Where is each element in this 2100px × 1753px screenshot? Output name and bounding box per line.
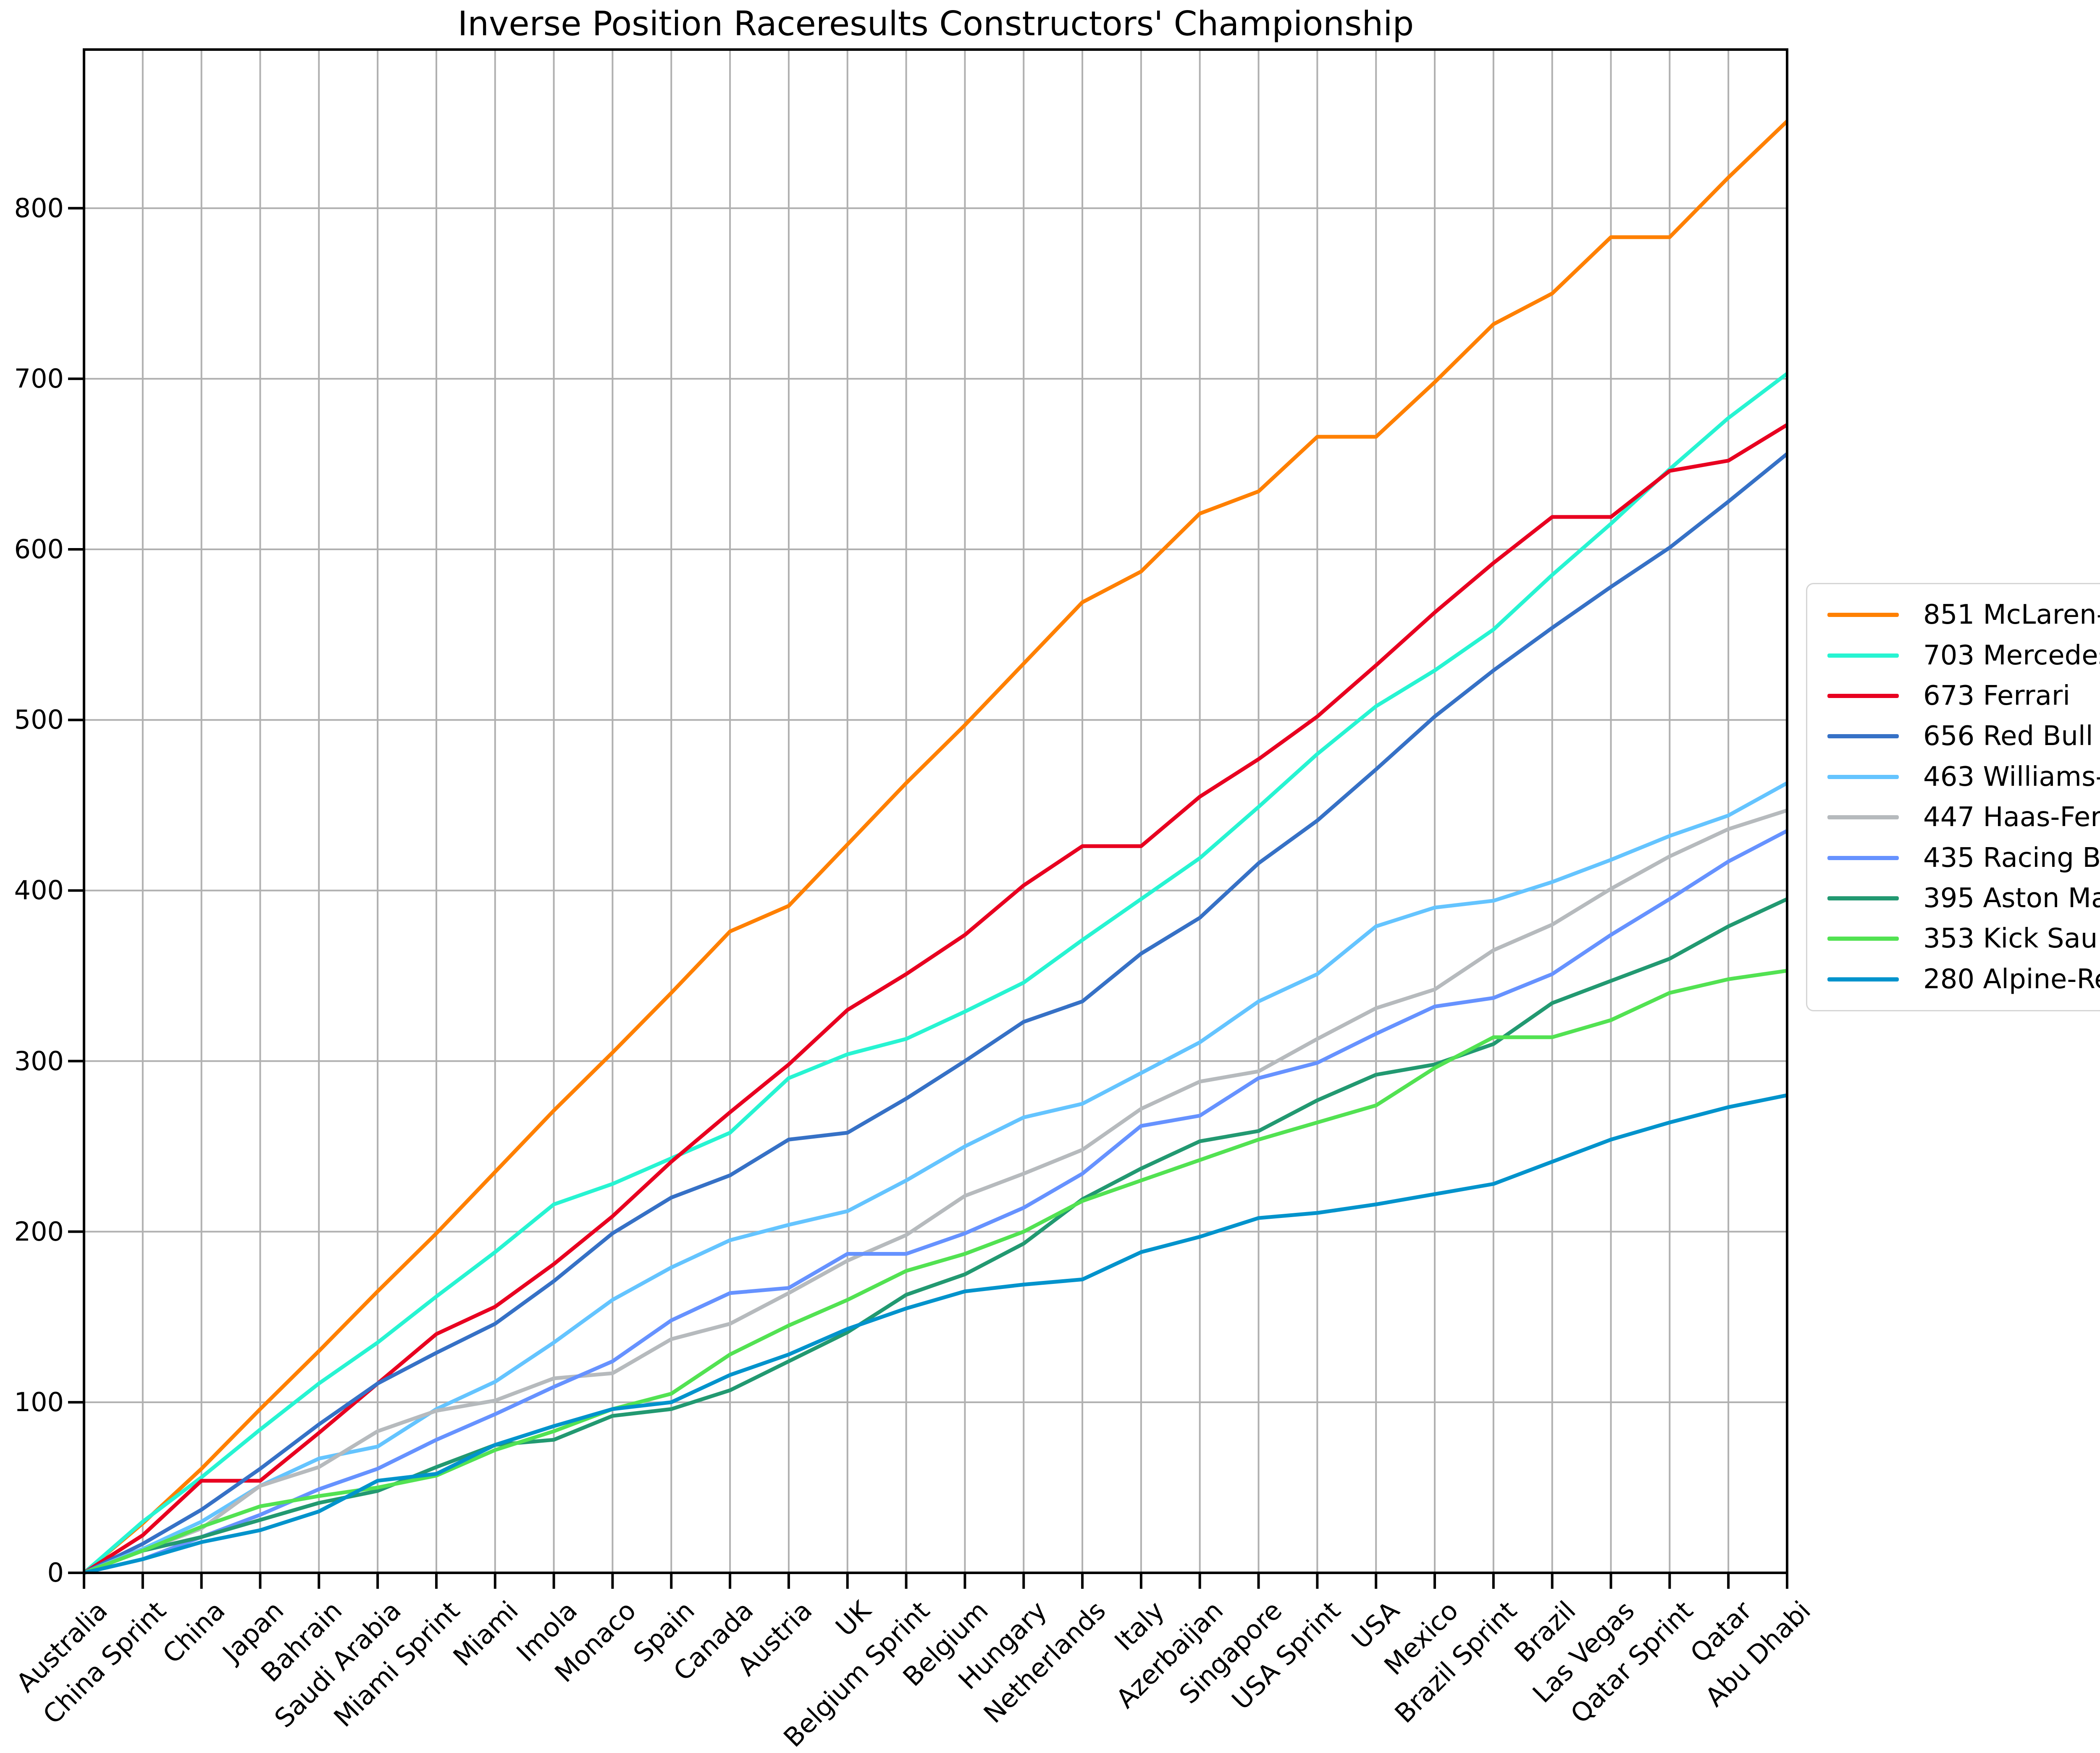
legend-item: 673 Ferrari — [1827, 680, 2100, 711]
chart-title: Inverse Position Raceresults Constructor… — [457, 4, 1414, 43]
series-line-mercedes — [83, 372, 1788, 1575]
y-tick-label: 300 — [14, 1045, 64, 1076]
series-line-ferrari — [83, 423, 1788, 1575]
y-tick-label: 400 — [14, 875, 64, 906]
legend-label: 851 McLaren-Mercedes — [1923, 599, 2100, 631]
legend-item: 851 McLaren-Mercedes — [1827, 599, 2100, 630]
legend-item: 353 Kick Sauber-Ferrari — [1827, 923, 2100, 954]
legend-swatch-icon — [1827, 815, 1899, 820]
legend-item: 463 Williams-Mercedes — [1827, 761, 2100, 793]
legend-label: 656 Red Bull Racing-Honda RBPT — [1923, 721, 2100, 752]
y-tick-label: 100 — [14, 1386, 64, 1417]
legend-label: 447 Haas-Ferrari — [1923, 802, 2100, 833]
legend: 851 McLaren-Mercedes 703 Mercedes 673 Ferr… — [1806, 583, 2100, 1011]
legend-item: 435 Racing Bulls-Honda RBPT — [1827, 842, 2100, 874]
y-tick-label: 0 — [47, 1557, 64, 1588]
legend-swatch-icon — [1827, 977, 1899, 981]
y-tick-label: 700 — [14, 363, 64, 394]
series-line-haas-ferrari — [83, 808, 1788, 1575]
legend-swatch-icon — [1827, 694, 1899, 698]
y-tick-label: 800 — [14, 192, 64, 223]
legend-label: 463 Williams-Mercedes — [1923, 761, 2100, 793]
legend-label: 353 Kick Sauber-Ferrari — [1923, 923, 2100, 955]
legend-label: 395 Aston Martin Aramco-Mercedes — [1923, 882, 2100, 914]
legend-label: 280 Alpine-Renault — [1923, 963, 2100, 995]
legend-label: 435 Racing Bulls-Honda RBPT — [1923, 842, 2100, 874]
legend-swatch-icon — [1827, 613, 1899, 617]
series-line-kick-sauber-ferrari — [83, 968, 1788, 1575]
legend-swatch-icon — [1827, 896, 1899, 900]
legend-swatch-icon — [1827, 774, 1899, 779]
legend-swatch-icon — [1827, 734, 1899, 739]
series-line-mclaren-mercedes — [83, 120, 1789, 1575]
legend-item: 703 Mercedes — [1827, 640, 2100, 671]
series-line-aston-martin-aramco-mercedes — [83, 897, 1788, 1575]
legend-item: 447 Haas-Ferrari — [1827, 802, 2100, 833]
legend-item: 395 Aston Martin Aramco-Mercedes — [1827, 883, 2100, 914]
y-tick-label: 500 — [14, 704, 64, 735]
y-tick-label: 600 — [14, 534, 64, 565]
legend-swatch-icon — [1827, 653, 1899, 658]
series-line-williams-mercedes — [83, 781, 1788, 1575]
y-tick-label: 200 — [14, 1216, 64, 1247]
legend-swatch-icon — [1827, 856, 1899, 860]
legend-item: 656 Red Bull Racing-Honda RBPT — [1827, 721, 2100, 752]
legend-swatch-icon — [1827, 937, 1899, 941]
legend-label: 673 Ferrari — [1923, 680, 2070, 712]
legend-item: 280 Alpine-Renault — [1827, 964, 2100, 995]
series-line-racing-bulls-honda-rbpt — [83, 829, 1788, 1575]
series-line-red-bull-racing-honda-rbpt — [83, 452, 1788, 1575]
plot-frame — [83, 48, 1788, 1574]
legend-label: 703 Mercedes — [1923, 640, 2100, 671]
series-line-alpine-renault — [83, 1093, 1788, 1575]
